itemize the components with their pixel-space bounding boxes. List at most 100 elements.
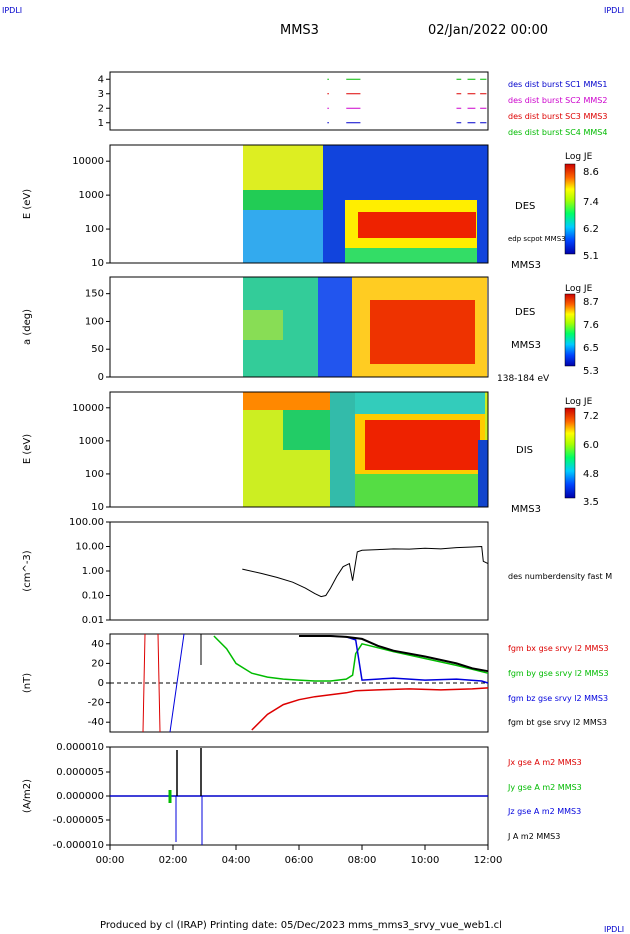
bfield-yticks: 40 20 0 -20 -40 <box>88 639 110 728</box>
dis-energy-upper-cyan <box>355 392 485 414</box>
dis-energy-spectrogram <box>243 392 488 507</box>
current-ytick-label-4: -0.000010 <box>53 840 104 851</box>
des-energy-cbar-tick-2: 6.2 <box>583 224 599 235</box>
burst-legend: des dist burst SC1 MMS1 des dist burst SC… <box>508 80 607 137</box>
bfield-ytick-label-4: -40 <box>88 717 104 728</box>
bfield-spike-red <box>142 633 146 733</box>
figure-title: MMS3 <box>280 23 319 38</box>
corner-label-bottom-right: IPDLI <box>604 925 624 934</box>
des-energy-label-sc: MMS3 <box>511 260 541 271</box>
bfield-legend: fgm bx gse srvy l2 MMS3 fgm by gse srvy l… <box>508 644 609 727</box>
des-pitch-spectrogram <box>243 277 487 377</box>
density-line <box>242 545 489 598</box>
des-pitch-ytick-label-3: 0 <box>98 372 104 383</box>
des-pitch-colorbar <box>564 293 576 367</box>
time-tick-label-6: 12:00 <box>474 855 503 866</box>
des-energy-panel: E (eV) 10000 1000 100 10 DES edp scpot MMS3… <box>22 144 599 271</box>
time-tick-label-2: 04:00 <box>222 855 251 866</box>
burst-ytick-label-3: 1 <box>98 118 104 129</box>
des-energy-hot-band-red <box>358 212 476 238</box>
burst-ytick-label-2: 2 <box>98 103 104 114</box>
des-energy-colorbar-title: Log JE <box>565 152 593 162</box>
bfield-ylabel: (nT) <box>22 673 33 693</box>
des-pitch-ytick-label-1: 100 <box>85 316 104 327</box>
time-tick-label-0: 00:00 <box>96 855 125 866</box>
current-ylabel: (A/m2) <box>22 779 33 813</box>
dis-energy-cbar-tick-1: 6.0 <box>583 440 599 451</box>
des-energy-early-cyan <box>243 210 323 263</box>
des-energy-cbar-tick-0: 8.6 <box>583 167 599 178</box>
burst-legend-item-3: des dist burst SC4 MMS4 <box>508 128 607 137</box>
des-energy-ylabel: E (eV) <box>22 189 33 219</box>
bfield-ytick-label-0: 40 <box>91 639 104 650</box>
des-pitch-label-des: DES <box>515 307 535 318</box>
des-energy-ytick-label-3: 10 <box>91 258 104 269</box>
des-pitch-cbar-tick-1: 7.6 <box>583 320 599 331</box>
burst-legend-item-1: des dist burst SC2 MMS2 <box>508 96 607 105</box>
bfield-early-spikes <box>142 633 202 733</box>
bfield-panel: (nT) 40 20 0 -20 -40 fgm bx gse srvy l2 MMS3… <box>22 633 609 733</box>
dis-energy-yticks: 10000 1000 100 10 <box>72 403 110 513</box>
dis-energy-ytick-label-1: 1000 <box>79 436 104 447</box>
dis-energy-ytick-label-0: 10000 <box>72 403 104 414</box>
des-pitch-ytick-label-0: 150 <box>85 289 104 300</box>
current-legend: Jx gse A m2 MMS3 Jy gse A m2 MMS3 Jz gse A… <box>507 758 582 841</box>
des-energy-ytick-label-0: 10000 <box>72 156 104 167</box>
des-energy-ytick-label-2: 100 <box>85 224 104 235</box>
bfield-legend-item-0: fgm bx gse srvy l2 MMS3 <box>508 644 609 653</box>
des-energy-early-yellow <box>243 145 323 190</box>
density-frame <box>109 521 489 621</box>
dis-energy-cbar-tick-2: 4.8 <box>583 469 599 480</box>
des-pitch-ytick-label-2: 50 <box>91 344 104 355</box>
dis-energy-label-sc: MMS3 <box>511 504 541 515</box>
des-energy-cbar-tick-3: 5.1 <box>583 251 599 262</box>
des-pitch-red-core <box>370 300 475 364</box>
density-ytick-label-2: 1.00 <box>82 566 104 577</box>
burst-marks <box>327 78 487 124</box>
des-pitch-frame <box>109 276 489 378</box>
time-tick-label-4: 08:00 <box>348 855 377 866</box>
time-tick-label-3: 06:00 <box>285 855 314 866</box>
des-energy-cbar-tick-1: 7.4 <box>583 197 599 208</box>
dis-energy-hot-red <box>365 420 480 470</box>
bfield-series-2 <box>299 635 489 684</box>
des-pitch-panel: a (deg) 150 100 50 0 DES MMS3 138-184 eV Lo… <box>22 276 599 384</box>
density-ytick-label-3: 0.10 <box>82 591 104 602</box>
bfield-ytick-label-3: -20 <box>88 698 104 709</box>
current-ytick-label-0: 0.000010 <box>56 742 104 753</box>
density-panel: (cm^-3) 100.00 10.00 1.00 0.10 0.01 des numb… <box>22 517 612 626</box>
current-spikes <box>168 748 203 845</box>
bfield-legend-item-1: fgm by gse srvy l2 MMS3 <box>508 669 609 678</box>
des-energy-frame <box>109 144 489 264</box>
des-pitch-cbar-tick-3: 5.3 <box>583 366 599 377</box>
density-ytick-label-1: 10.00 <box>75 542 104 553</box>
des-energy-spectrogram <box>243 145 488 263</box>
corner-label-top-right: IPDLI <box>604 6 624 15</box>
dis-energy-end-blue <box>478 440 488 507</box>
corner-label-top-left: IPDLI <box>2 6 22 15</box>
des-pitch-label-energy: 138-184 eV <box>497 374 550 384</box>
bfield-series-1 <box>213 635 489 682</box>
current-panel: (A/m2) 0.000010 0.000005 0.000000 -0.000005… <box>22 742 582 851</box>
bfield-series-3 <box>299 635 489 673</box>
density-ytick-label-4: 0.01 <box>82 615 104 626</box>
burst-yticks: 4 3 2 1 <box>98 74 110 129</box>
dis-energy-ytick-label-3: 10 <box>91 502 104 513</box>
dis-energy-colorbar <box>564 407 576 499</box>
bfield-ytick-label-1: 20 <box>91 658 104 669</box>
current-legend-item-0: Jx gse A m2 MMS3 <box>507 758 582 767</box>
burst-legend-item-0: des dist burst SC1 MMS1 <box>508 80 607 89</box>
des-pitch-early-mid <box>243 310 283 340</box>
dis-energy-panel: E (eV) 10000 1000 100 10 DIS MMS3 Log JE 7.… <box>22 391 599 515</box>
des-pitch-label-sc: MMS3 <box>511 340 541 351</box>
current-legend-item-2: Jz gse A m2 MMS3 <box>507 807 581 816</box>
current-ytick-label-3: -0.000005 <box>53 815 104 826</box>
dis-energy-top-orange <box>243 392 343 410</box>
current-yticks: 0.000010 0.000005 0.000000 -0.000005 -0.0000… <box>53 742 110 851</box>
des-pitch-blue-region <box>318 277 358 377</box>
time-tick-label-1: 02:00 <box>159 855 188 866</box>
time-tick-label-5: 10:00 <box>411 855 440 866</box>
dis-energy-ytick-label-2: 100 <box>85 469 104 480</box>
des-pitch-colorbar-title: Log JE <box>565 284 593 294</box>
